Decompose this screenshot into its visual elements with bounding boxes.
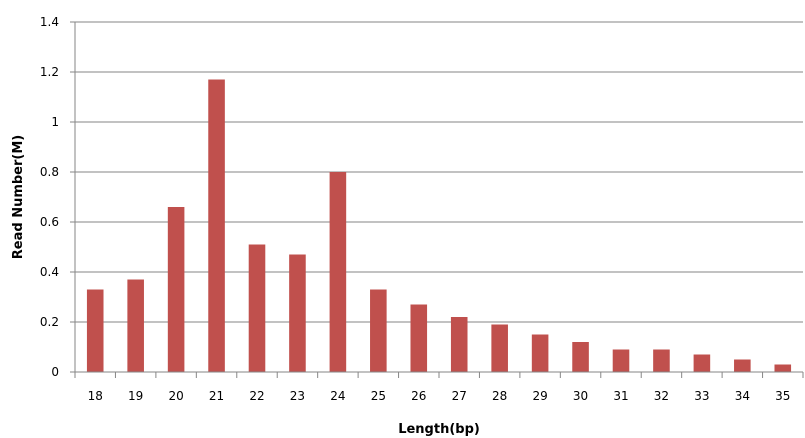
x-tick-label: 29	[532, 389, 547, 403]
bar	[491, 324, 508, 372]
x-tick-label: 23	[290, 389, 305, 403]
bar	[774, 364, 792, 372]
x-tick-label: 22	[249, 389, 264, 403]
bar	[86, 289, 104, 372]
bar	[329, 172, 347, 372]
x-tick-label: 19	[128, 389, 143, 403]
y-tick-label: 1.4	[40, 15, 59, 29]
y-tick-label: 0	[51, 365, 59, 379]
y-tick-label: 0.2	[40, 315, 59, 329]
x-tick-label: 27	[452, 389, 467, 403]
x-tick-label: 20	[168, 389, 183, 403]
bar	[289, 254, 306, 372]
y-tick-label: 0.6	[40, 215, 59, 229]
y-tick-label: 1	[51, 115, 59, 129]
x-tick-label: 33	[694, 389, 709, 403]
bar	[410, 304, 428, 372]
bar	[531, 334, 549, 372]
y-tick-label: 1.2	[40, 65, 59, 79]
x-tick-labels: 18 19 20 21 22 23 24 25 26 27 28 29 30 31 32 33 34 35	[88, 389, 791, 403]
x-tick-label: 21	[209, 389, 224, 403]
bar	[127, 279, 144, 372]
x-tick-label: 18	[88, 389, 103, 403]
x-tick-label: 31	[613, 389, 628, 403]
bar	[248, 244, 266, 372]
bar	[450, 317, 468, 372]
y-tick-label: 0.8	[40, 165, 59, 179]
x-tick-label: 25	[371, 389, 386, 403]
y-tick-labels: 0 0.2 0.4 0.6 0.8 1 1.2 1.4	[40, 15, 59, 379]
x-tick-label: 35	[775, 389, 790, 403]
y-axis-title: Read Number(M)	[11, 135, 26, 259]
x-tick-label: 30	[573, 389, 588, 403]
bar	[208, 79, 225, 372]
y-tick-label: 0.4	[40, 265, 59, 279]
x-tick-label: 28	[492, 389, 507, 403]
bar	[167, 207, 185, 372]
axes	[70, 21, 804, 378]
x-tick-label: 26	[411, 389, 426, 403]
bar	[612, 349, 630, 372]
x-axis-title: Length(bp)	[398, 422, 480, 437]
x-tick-label: 34	[735, 389, 750, 403]
gridlines	[75, 21, 803, 323]
bar	[693, 354, 711, 372]
x-tick-label: 24	[330, 389, 345, 403]
bar	[734, 359, 751, 372]
bar	[653, 349, 670, 372]
bars	[86, 79, 792, 372]
bar	[370, 289, 387, 372]
bar	[572, 342, 589, 372]
x-tick-label: 32	[654, 389, 669, 403]
